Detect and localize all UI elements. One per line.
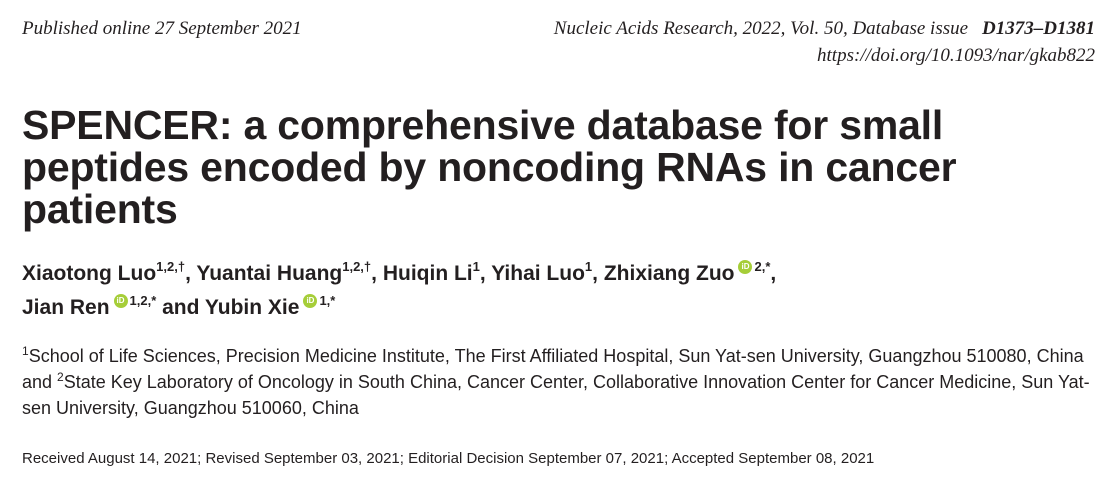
author-separator: , — [185, 262, 197, 285]
title-line: patients — [22, 186, 178, 232]
author-separator: , — [371, 262, 383, 285]
author-name[interactable]: Xiaotong Luo — [22, 262, 157, 285]
author-affiliation-mark: 1 — [584, 259, 593, 274]
published-date: Published online 27 September 2021 — [22, 18, 302, 39]
doi-link[interactable]: https://doi.org/10.1093/nar/gkab822 — [817, 45, 1095, 66]
author-name[interactable]: Yuantai Huang — [196, 262, 343, 285]
author-separator: , — [479, 262, 492, 285]
author-name[interactable]: Yihai Luo — [491, 262, 585, 285]
author-name[interactable]: Yubin Xie — [204, 296, 300, 319]
title-line: SPENCER: a comprehensive database for sm… — [22, 102, 944, 148]
orcid-icon[interactable]: iD — [303, 294, 318, 308]
author-separator: , — [770, 262, 777, 285]
affiliations: 1School of Life Sciences, Precision Medi… — [22, 343, 1092, 421]
author-affiliation-mark: 1 — [472, 259, 480, 274]
affiliation-text: State Key Laboratory of Oncology in Sout… — [22, 372, 1090, 418]
author-list: Xiaotong Luo1,2,†, Yuantai Huang1,2,†, H… — [22, 257, 1082, 325]
author-affiliation-mark: 1,* — [319, 293, 336, 308]
author-separator: , — [592, 262, 604, 285]
author-affiliation-mark: 1,2,† — [156, 259, 186, 274]
author-name[interactable]: Jian Ren — [22, 296, 110, 319]
journal-name: Nucleic Acids Research, 2022, Vol. 50, D… — [553, 18, 969, 39]
author-name[interactable]: Huiqin Li — [382, 262, 473, 285]
article-title: SPENCER: a comprehensive database for sm… — [22, 104, 1082, 230]
author-affiliation-mark: 2,* — [754, 259, 771, 274]
title-line: peptides encoded by noncoding RNAs in ca… — [22, 144, 957, 190]
orcid-icon[interactable]: iD — [738, 260, 753, 274]
author-affiliation-mark: 1,2,* — [129, 293, 157, 308]
author-affiliation-mark: 1,2,† — [342, 259, 372, 274]
orcid-icon[interactable]: iD — [113, 294, 128, 308]
history-dates: Received August 14, 2021; Revised Septem… — [22, 450, 875, 467]
author-separator: and — [156, 296, 205, 319]
page-range: D1373–D1381 — [982, 18, 1095, 39]
affiliation-number: 1 — [22, 344, 29, 358]
affiliation-number: 2 — [57, 370, 64, 384]
journal-citation: Nucleic Acids Research, 2022, Vol. 50, D… — [554, 18, 1095, 40]
author-name[interactable]: Zhixiang Zuo — [603, 262, 735, 285]
affiliation-text: School of Life Sciences, Precision Medic… — [22, 346, 1084, 392]
